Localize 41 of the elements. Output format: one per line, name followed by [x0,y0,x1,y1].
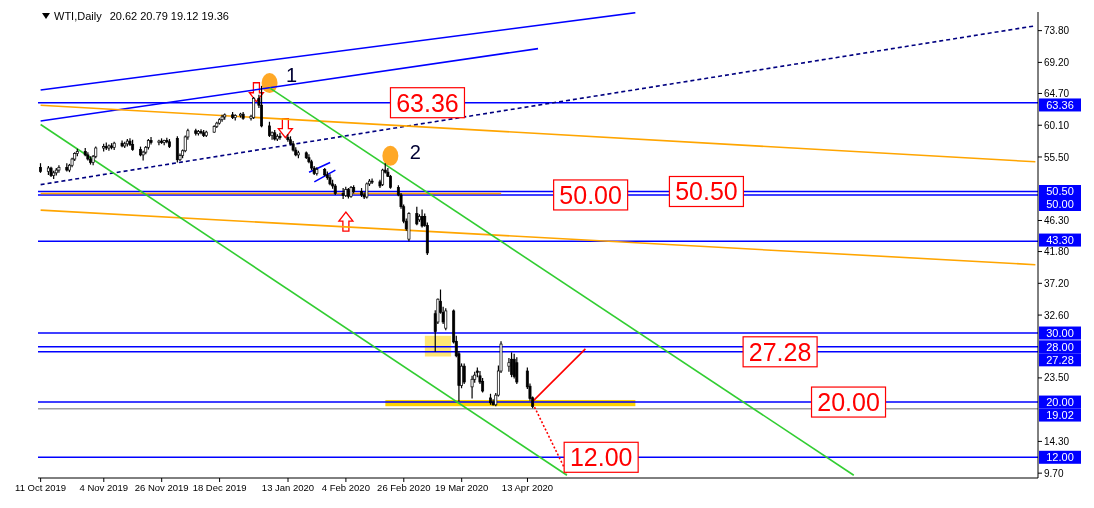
annotation: 63.36 [396,88,459,117]
y-tick-label: 69.20 [1044,56,1070,68]
x-tick-label: 11 Oct 2019 [15,481,67,493]
y-tick-label: 55.50 [1044,151,1070,163]
y-tick-label: 32.60 [1044,309,1070,321]
ref-line-label: 63.36 [1046,98,1074,111]
x-tick-label: 13 Jan 2020 [261,481,315,493]
y-tick-label: 73.80 [1044,25,1070,37]
x-tick-label: 4 Feb 2020 [321,481,370,493]
annotation: 27.28 [748,337,812,366]
y-tick-label: 41.80 [1044,246,1070,258]
ref-line-label: 30.00 [1046,327,1074,340]
annotation: 1 [286,63,298,86]
x-tick-label: 4 Nov 2019 [79,481,129,493]
annotation: 2 [409,141,421,164]
annotation: 12.00 [569,443,633,472]
chart-title: WTI,Daily [54,10,102,22]
annotation: 50.00 [559,180,622,209]
y-tick-label: 46.30 [1044,215,1070,227]
ref-line-label: 50.50 [1046,185,1074,198]
ref-line-label: 27.28 [1046,353,1074,366]
y-tick-label: 14.30 [1044,435,1070,447]
annotation: 20.00 [817,388,880,417]
x-tick-label: 26 Feb 2020 [377,481,431,493]
ref-line-label: 12.00 [1046,451,1074,464]
ref-line-label: 50.00 [1046,198,1074,211]
y-tick-label: 37.20 [1044,277,1070,289]
y-tick-label: 9.70 [1044,467,1064,479]
ref-line-label: 43.30 [1046,234,1074,247]
annotation: 50.50 [675,177,738,206]
ref-line-label: 20.00 [1046,396,1074,409]
x-tick-label: 18 Dec 2019 [192,481,247,493]
y-tick-label: 64.70 [1044,88,1070,100]
y-tick-label: 23.50 [1044,372,1070,384]
ref-line-label: 19.02 [1046,409,1074,422]
y-tick-label: 60.10 [1044,119,1070,131]
ref-line-label: 28.00 [1046,340,1074,353]
x-tick-label: 19 Mar 2020 [435,481,489,493]
x-tick-label: 13 Apr 2020 [501,481,554,493]
x-tick-label: 26 Nov 2019 [134,481,189,493]
chart-subtitle: 20.62 20.79 19.12 19.36 [109,10,229,22]
